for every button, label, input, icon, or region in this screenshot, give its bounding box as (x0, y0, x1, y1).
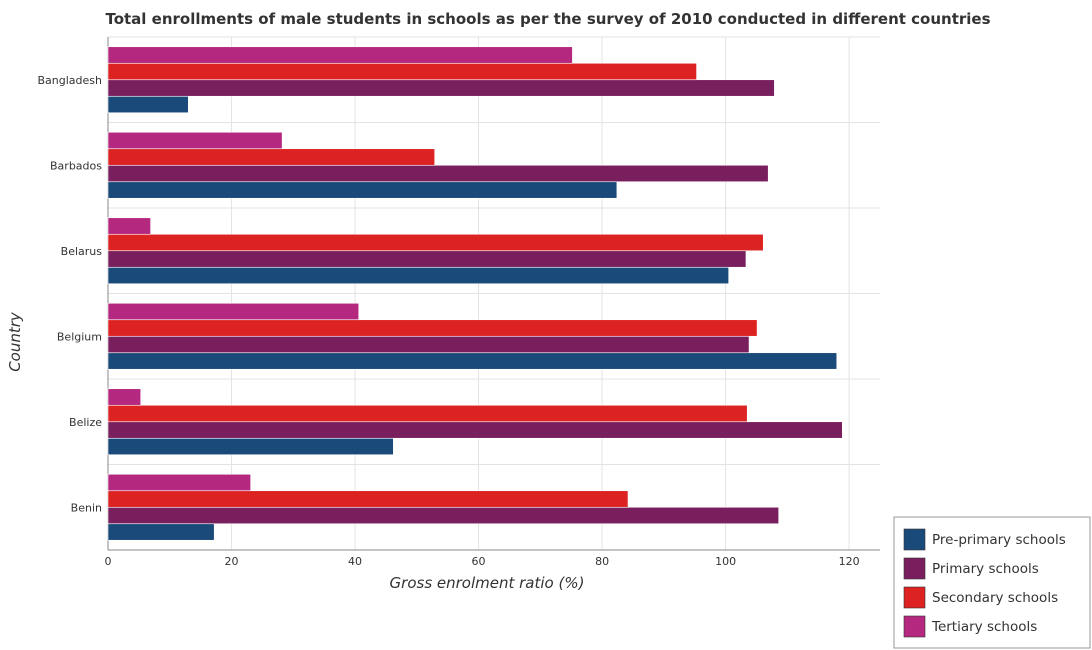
x-tick-label: 100 (715, 555, 736, 568)
x-tick-labels: 0 20 40 60 80 100 120 (105, 555, 860, 568)
legend-label: Tertiary schools (931, 619, 1037, 635)
bar-primary-schools-barbados (107, 164, 769, 183)
legend-box (893, 516, 1091, 649)
bar-primary-schools-benin (107, 506, 780, 525)
bar-tertiary-schools-belgium (107, 302, 360, 321)
x-tick-label: 60 (472, 555, 486, 568)
y-tick-label: Belize (69, 416, 102, 429)
legend-label: Secondary schools (932, 590, 1058, 606)
bar-pre-primary-schools-belize (107, 437, 394, 456)
legend-label: Pre-primary schools (932, 532, 1066, 548)
bar-secondary-schools-bangladesh (107, 62, 697, 81)
y-axis-label: Country (6, 311, 24, 372)
x-tick-label: 20 (225, 555, 239, 568)
bar-secondary-schools-barbados (107, 148, 436, 166)
bar-primary-schools-bangladesh (107, 79, 775, 97)
bar-pre-primary-schools-belarus (107, 266, 729, 285)
x-tick-label: 40 (348, 555, 362, 568)
bar-tertiary-schools-bangladesh (107, 46, 573, 64)
bar-secondary-schools-belize (107, 404, 748, 423)
legend-swatch (903, 586, 926, 609)
y-tick-label: Belgium (57, 330, 102, 343)
y-tick-label: Barbados (50, 159, 102, 172)
bar-primary-schools-belize (107, 421, 843, 439)
bar-secondary-schools-belgium (107, 319, 758, 337)
bar-pre-primary-schools-benin (107, 523, 215, 541)
bar-secondary-schools-belarus (107, 233, 764, 252)
plot-area (107, 36, 880, 551)
bar-secondary-schools-benin (107, 490, 629, 508)
y-tick-labels: Bangladesh Barbados Belarus Belgium Belize Be… (38, 74, 103, 515)
y-tick-label: Bangladesh (38, 74, 103, 87)
y-tick-label: Belarus (61, 245, 103, 258)
legend: Pre-primary schools Primary schools Second… (893, 516, 1091, 649)
bar-tertiary-schools-belarus (107, 217, 151, 235)
x-tick-label: 80 (595, 555, 609, 568)
bar-pre-primary-schools-bangladesh (107, 95, 189, 114)
bar-primary-schools-belarus (107, 250, 747, 268)
legend-swatch (903, 528, 926, 551)
x-axis-label: Gross enrolment ratio (%) (390, 574, 585, 592)
x-tick-label: 0 (105, 555, 112, 568)
legend-swatch (903, 557, 926, 580)
x-tick-label: 120 (839, 555, 860, 568)
bar-tertiary-schools-benin (107, 473, 251, 492)
chart-title: Total enrollments of male students in sc… (105, 10, 990, 28)
bar-pre-primary-schools-belgium (107, 352, 838, 370)
bar-tertiary-schools-barbados (107, 131, 283, 150)
bar-primary-schools-belgium (107, 335, 750, 354)
legend-swatch (903, 615, 926, 638)
y-tick-label: Benin (71, 501, 102, 514)
legend-label: Primary schools (932, 561, 1039, 577)
bar-tertiary-schools-belize (107, 388, 142, 406)
bar-pre-primary-schools-barbados (107, 181, 618, 199)
